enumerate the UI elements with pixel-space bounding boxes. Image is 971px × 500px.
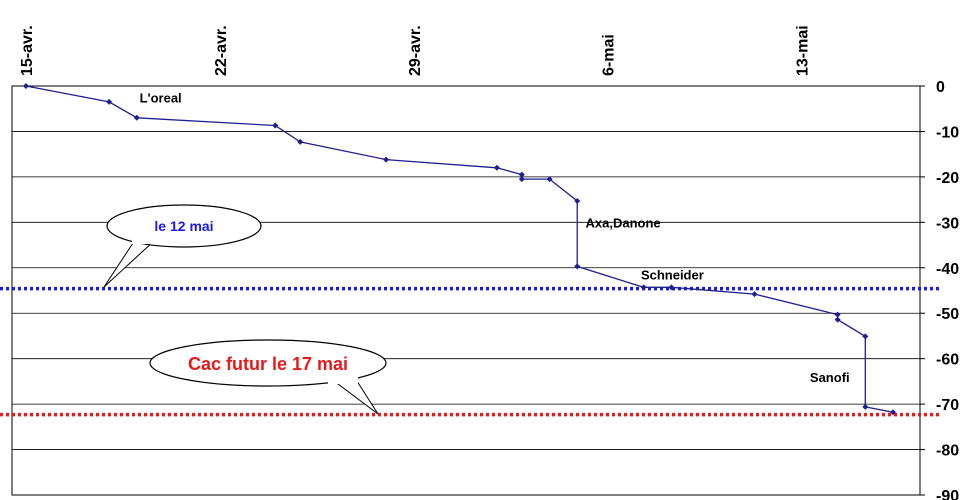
callout-label-17-mai: Cac futur le 17 mai [188, 354, 348, 374]
data-point [518, 171, 525, 178]
y-tick-label: -10 [936, 124, 959, 141]
x-tick-label: 13-mai [795, 25, 812, 76]
y-tick-label: -70 [936, 397, 959, 414]
data-point [106, 98, 113, 105]
data-point [862, 333, 869, 340]
callout-mask [132, 236, 158, 244]
data-point [546, 176, 553, 183]
data-point [518, 176, 525, 183]
data-point [574, 263, 581, 270]
data-point [383, 156, 390, 163]
callout-mask [328, 374, 358, 384]
annotation-label: Axa,Danone [586, 215, 661, 230]
callout-label-12-mai: le 12 mai [154, 218, 213, 234]
data-point [890, 409, 897, 416]
y-tick-label: -40 [936, 261, 959, 278]
y-tick-label: -90 [936, 488, 959, 500]
y-tick-label: 0 [936, 79, 945, 96]
data-point [668, 284, 675, 291]
data-point [862, 403, 869, 410]
callout-17-mai [149, 339, 387, 387]
data-point [751, 291, 758, 298]
data-point [272, 122, 279, 129]
data-point [133, 114, 140, 121]
data-point [834, 316, 841, 323]
plot-area [11, 85, 921, 496]
x-tick-label: 15-avr. [19, 25, 36, 76]
y-tick-label: -50 [936, 306, 959, 323]
data-point [23, 83, 29, 89]
x-tick-label: 22-avr. [213, 25, 230, 76]
data-point [834, 311, 841, 318]
x-tick-label: 6-mai [601, 34, 618, 76]
annotation-label: Sanofi [810, 370, 850, 385]
y-tick-label: -80 [936, 443, 959, 460]
y-tick-label: -30 [936, 215, 959, 232]
annotation-label: L'oreal [140, 90, 182, 105]
data-point [574, 197, 581, 204]
annotation-label: Schneider [641, 268, 704, 283]
y-tick-label: -20 [936, 170, 959, 187]
y-tick-label: -60 [936, 352, 959, 369]
data-point [493, 164, 500, 171]
data-point [640, 284, 647, 291]
data-point [297, 138, 304, 145]
x-tick-label: 29-avr. [407, 25, 424, 76]
